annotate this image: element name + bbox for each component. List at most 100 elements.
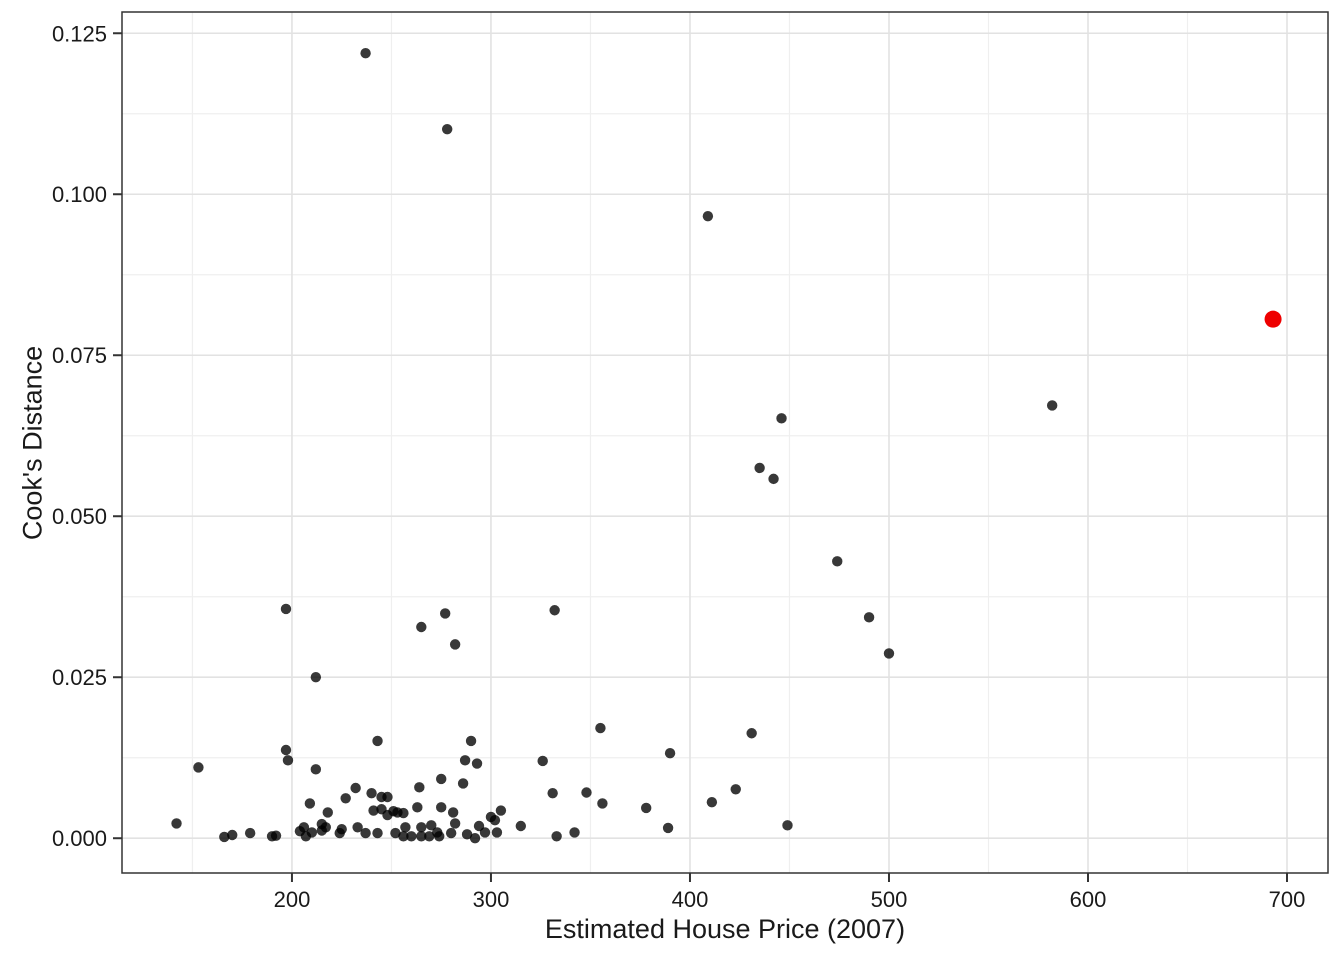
y-tick-label: 0.100 (52, 182, 107, 207)
data-point (439, 608, 451, 619)
data-point (459, 755, 471, 766)
data-point (595, 722, 606, 734)
data-point (304, 798, 316, 809)
data-point (547, 787, 558, 799)
x-tick-label: 300 (473, 887, 510, 912)
data-point (360, 48, 371, 59)
data-point (416, 621, 427, 633)
x-tick-label: 600 (1070, 887, 1107, 912)
data-point (491, 827, 503, 838)
data-point (398, 807, 409, 819)
y-tick-label: 0.025 (52, 665, 107, 690)
data-point (776, 413, 787, 424)
data-point (664, 748, 676, 759)
data-point (436, 773, 447, 785)
data-point (412, 802, 423, 813)
data-point (746, 728, 757, 739)
data-point (706, 796, 718, 808)
data-point (227, 829, 238, 841)
data-point (310, 764, 322, 775)
data-point (398, 831, 409, 842)
y-axis-tick-labels: 0.000 0.025 0.050 0.075 0.100 0.125 (52, 21, 107, 851)
plot-panel (122, 12, 1328, 873)
data-point (551, 831, 562, 842)
axis-ticks (113, 32, 1289, 882)
data-point (400, 822, 411, 833)
data-point (662, 822, 674, 834)
x-tick-label: 500 (871, 887, 908, 912)
data-point (479, 827, 491, 838)
data-point (416, 831, 427, 842)
data-point (219, 831, 230, 843)
data-point (193, 762, 204, 773)
data-point (416, 822, 427, 833)
data-point (449, 818, 461, 829)
data-point (449, 639, 461, 650)
data-point (350, 782, 361, 794)
data-point (306, 827, 318, 838)
data-point (352, 822, 363, 833)
data-point (640, 802, 652, 814)
data-point (282, 755, 294, 766)
data-point (426, 820, 437, 831)
observations-layer (171, 48, 1058, 844)
data-point (863, 612, 875, 623)
x-axis-title: Estimated House Price (2007) (544, 914, 906, 944)
data-point (461, 829, 473, 840)
y-tick-label: 0.075 (52, 343, 107, 368)
data-point (702, 210, 714, 222)
data-point (414, 782, 425, 793)
data-point (447, 807, 459, 818)
data-point (465, 735, 477, 747)
x-tick-label: 400 (672, 887, 709, 912)
data-point (434, 831, 445, 842)
data-point (368, 805, 379, 816)
x-axis-tick-labels: 200 300 400 500 600 700 (274, 887, 1306, 912)
x-tick-label: 200 (274, 887, 311, 912)
data-point (768, 473, 779, 485)
data-point (489, 814, 501, 826)
data-point (280, 603, 292, 615)
data-point (469, 833, 481, 844)
data-point (495, 805, 507, 816)
data-point (537, 755, 548, 767)
data-point (340, 793, 351, 804)
data-point (457, 778, 469, 789)
data-point (336, 824, 347, 835)
data-point (754, 462, 765, 474)
data-point (406, 831, 417, 842)
data-point (310, 672, 322, 683)
data-point (1046, 400, 1058, 411)
data-point (360, 827, 371, 839)
data-point (322, 807, 333, 818)
data-point (436, 802, 447, 813)
y-tick-label: 0.125 (52, 21, 107, 46)
data-point (730, 784, 741, 795)
data-point (597, 798, 608, 809)
data-point (581, 787, 592, 798)
data-point (372, 735, 383, 747)
data-point (298, 822, 310, 833)
data-point (515, 820, 527, 832)
highlighted-observation-layer (1264, 310, 1282, 328)
data-point (782, 820, 793, 831)
data-point (372, 827, 383, 839)
data-point (171, 818, 182, 829)
data-point (569, 827, 580, 838)
data-point (270, 830, 282, 841)
data-point (366, 787, 377, 799)
data-point (382, 791, 393, 803)
data-point (832, 556, 843, 567)
data-point (390, 827, 401, 839)
data-point (445, 827, 457, 839)
y-tick-label: 0.000 (52, 826, 107, 851)
x-tick-label: 700 (1269, 887, 1306, 912)
y-tick-label: 0.050 (52, 504, 107, 529)
data-point (883, 648, 895, 659)
data-point (320, 822, 331, 833)
highlighted-data-point (1264, 310, 1282, 328)
data-point (549, 605, 560, 616)
data-point (441, 124, 453, 135)
